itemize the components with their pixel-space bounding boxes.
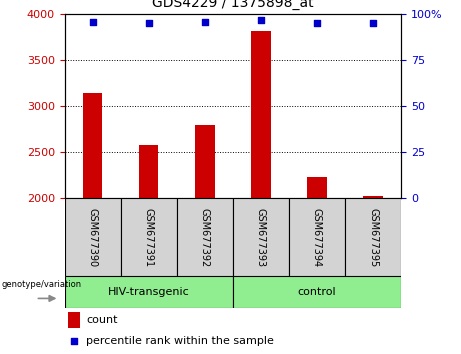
Point [313, 21, 321, 26]
Point [201, 19, 208, 24]
Bar [251, 31, 271, 198]
Text: control: control [298, 287, 336, 297]
Bar [363, 196, 383, 198]
Point [257, 17, 265, 23]
Text: percentile rank within the sample: percentile rank within the sample [86, 336, 274, 346]
Bar [65, 198, 121, 276]
Text: HIV-transgenic: HIV-transgenic [108, 287, 189, 297]
Bar [345, 198, 401, 276]
Bar [83, 93, 102, 198]
Title: GDS4229 / 1375898_at: GDS4229 / 1375898_at [152, 0, 313, 10]
Bar [68, 312, 80, 329]
Text: GSM677394: GSM677394 [312, 207, 322, 267]
Text: count: count [86, 315, 118, 325]
Point [369, 21, 377, 26]
Bar [289, 198, 345, 276]
Text: GSM677393: GSM677393 [256, 207, 266, 267]
Bar [139, 145, 159, 198]
Point [70, 338, 77, 344]
Bar [65, 276, 233, 308]
Bar [307, 177, 327, 198]
Point [145, 21, 152, 26]
Text: GSM677392: GSM677392 [200, 207, 210, 267]
Bar [121, 198, 177, 276]
Bar [177, 198, 233, 276]
Text: genotype/variation: genotype/variation [1, 280, 82, 289]
Text: GSM677395: GSM677395 [368, 207, 378, 267]
Bar [233, 198, 289, 276]
Text: GSM677391: GSM677391 [144, 207, 154, 267]
Text: GSM677390: GSM677390 [88, 207, 98, 267]
Bar [233, 276, 401, 308]
Point [89, 19, 96, 24]
Bar [195, 125, 214, 198]
